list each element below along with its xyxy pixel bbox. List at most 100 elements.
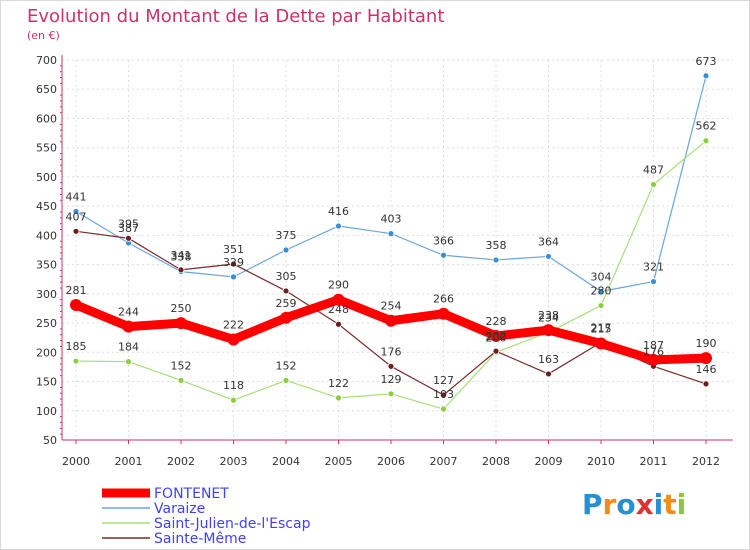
data-point — [385, 314, 397, 327]
data-point — [387, 390, 395, 398]
data-label: 146 — [696, 363, 717, 376]
y-tick-label: 300 — [36, 288, 57, 301]
data-label: 358 — [486, 239, 507, 252]
data-point — [72, 227, 80, 235]
data-label: 375 — [276, 229, 297, 242]
data-point — [335, 320, 342, 328]
data-label: 176 — [643, 345, 664, 358]
y-tick-label: 100 — [36, 405, 57, 418]
logo-letter: P — [582, 488, 603, 521]
data-label: 250 — [171, 302, 192, 315]
data-point — [125, 234, 132, 242]
data-point — [177, 376, 185, 384]
data-label: 259 — [276, 297, 297, 310]
y-tick-label: 250 — [36, 317, 57, 330]
data-point — [702, 380, 710, 388]
data-label: 202 — [486, 330, 507, 343]
data-point — [387, 362, 395, 370]
legend-label: Sainte-Même — [154, 531, 246, 547]
x-tick-label: 2000 — [62, 455, 90, 468]
data-label: 290 — [328, 279, 349, 292]
data-label: 329 — [223, 256, 244, 269]
data-point — [542, 324, 555, 337]
series-lines — [70, 72, 712, 413]
y-tick-label: 350 — [36, 259, 57, 272]
data-point — [227, 333, 240, 346]
data-point — [490, 329, 502, 342]
data-label: 416 — [328, 205, 349, 218]
logo-letter: t — [663, 488, 677, 521]
data-label: 152 — [171, 359, 192, 372]
legend-label: Varaize — [154, 501, 205, 517]
x-tick-label: 2011 — [640, 455, 668, 468]
data-label: 217 — [591, 321, 612, 334]
chart-subtitle: (en €) — [27, 29, 60, 42]
data-label: 184 — [118, 341, 139, 354]
y-tick-label: 450 — [36, 200, 57, 213]
legend: FONTENETVaraizeSaint-Julien-de-l'EscapSa… — [102, 486, 311, 547]
data-point — [647, 353, 660, 366]
chart-title: Evolution du Montant de la Dette par Hab… — [27, 6, 444, 27]
data-point — [545, 253, 552, 260]
data-point — [545, 370, 552, 378]
data-label: 407 — [66, 210, 87, 223]
data-point — [650, 181, 657, 188]
data-label: 321 — [643, 261, 664, 274]
grid — [62, 59, 733, 441]
data-label: 176 — [381, 345, 402, 358]
x-tick-label: 2005 — [325, 455, 353, 468]
data-label: 338 — [171, 251, 192, 264]
data-label: 163 — [538, 353, 559, 366]
data-label: 304 — [591, 271, 612, 284]
legend-label: FONTENET — [154, 486, 229, 502]
x-tick-label: 2007 — [430, 455, 458, 468]
data-point — [440, 391, 447, 399]
data-label: 366 — [433, 234, 454, 247]
data-point — [125, 358, 132, 366]
data-point — [702, 137, 710, 145]
data-label: 387 — [118, 222, 139, 235]
data-label: 403 — [381, 213, 402, 226]
axes: 50 100 150 200 250 300 350 400 450 500 550 600 650 70… — [36, 54, 733, 468]
data-labels: 281 244 250 222 259 290 254 266 228 238 215 187 190 4… — [66, 55, 717, 401]
data-point — [335, 222, 342, 230]
data-label: 244 — [118, 306, 139, 319]
y-tick-label: 500 — [36, 171, 57, 184]
data-label: 487 — [643, 164, 664, 177]
data-label: 364 — [538, 235, 559, 248]
data-point — [700, 352, 712, 365]
data-label: 190 — [696, 337, 717, 350]
data-label: 215 — [591, 323, 612, 336]
data-point — [280, 311, 292, 324]
data-point — [282, 287, 290, 295]
data-label: 441 — [66, 190, 87, 203]
logo-letter: i — [653, 488, 664, 521]
data-label: 222 — [223, 318, 244, 331]
data-point — [650, 278, 657, 285]
data-label: 129 — [381, 373, 402, 386]
data-label: 152 — [276, 359, 297, 372]
data-label: 562 — [696, 120, 717, 133]
legend-label: Saint-Julien-de-l'Escap — [154, 516, 311, 532]
data-point — [387, 230, 395, 238]
x-tick-label: 2002 — [167, 455, 195, 468]
data-point — [72, 208, 80, 215]
logo-letter: x — [635, 488, 654, 521]
y-tick-label: 550 — [36, 142, 57, 155]
data-point — [230, 260, 237, 268]
data-point — [230, 273, 237, 281]
y-tick-label: 650 — [36, 83, 57, 96]
data-label: 103 — [433, 388, 454, 401]
data-label: 281 — [66, 284, 87, 297]
x-tick-label: 2003 — [220, 455, 248, 468]
x-tick-label: 2008 — [482, 455, 510, 468]
x-tick-label: 2010 — [587, 455, 615, 468]
data-point — [440, 405, 447, 413]
data-point — [282, 376, 290, 384]
data-point — [492, 347, 500, 355]
data-label: 280 — [591, 285, 612, 298]
data-label: 185 — [66, 340, 87, 353]
data-point — [702, 72, 710, 80]
